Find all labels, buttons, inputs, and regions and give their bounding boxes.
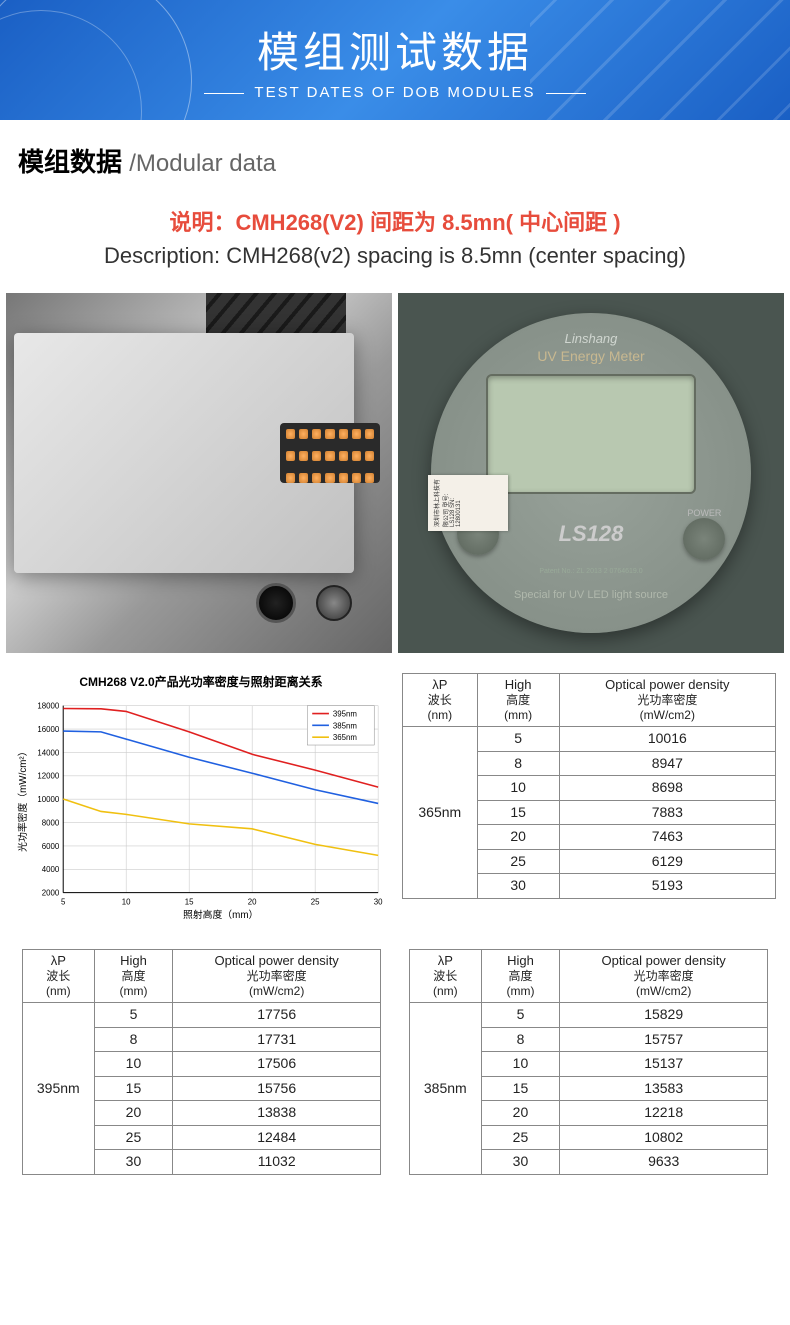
- svg-text:8000: 8000: [42, 818, 60, 827]
- meter-special-text: Special for UV LED light source: [514, 589, 668, 601]
- svg-text:14000: 14000: [37, 748, 59, 757]
- svg-text:5: 5: [61, 897, 66, 906]
- meter-power-label: POWER: [683, 508, 725, 518]
- banner-title: 模组测试数据: [257, 19, 533, 80]
- svg-text:15: 15: [185, 897, 194, 906]
- description-cn: 说明：CMH268(V2) 间距为 8.5mn( 中心间距 ): [0, 205, 790, 237]
- section-title-en: /Modular data: [129, 150, 276, 177]
- meter-patent: Patent No.: ZL 2013 2 0764619.0: [539, 568, 642, 575]
- svg-text:395nm: 395nm: [333, 709, 357, 718]
- svg-text:20: 20: [248, 897, 257, 906]
- svg-text:4000: 4000: [42, 865, 60, 874]
- svg-text:6000: 6000: [42, 842, 60, 851]
- svg-text:30: 30: [374, 897, 383, 906]
- section-title-cn: 模组数据: [18, 147, 122, 177]
- svg-text:照射高度（mm）: 照射高度（mm）: [183, 908, 258, 921]
- meter-uv-label: UV Energy Meter: [537, 348, 644, 364]
- svg-text:12000: 12000: [37, 772, 59, 781]
- banner-decoration: [530, 0, 790, 120]
- description-en: Description: CMH268(v2) spacing is 8.5mn…: [0, 243, 790, 269]
- chart-title: CMH268 V2.0产品光功率密度与照射距离关系: [14, 673, 388, 690]
- meter-brand: Linshang: [565, 331, 618, 346]
- page-banner: 模组测试数据 TEST DATES OF DOB MODULES: [0, 0, 790, 120]
- banner-subtitle: TEST DATES OF DOB MODULES: [254, 84, 535, 101]
- svg-text:18000: 18000: [37, 702, 59, 711]
- table-395nm: λP波长(nm) High高度(mm) Optical power densit…: [22, 949, 381, 1175]
- svg-text:385nm: 385nm: [333, 721, 357, 730]
- meter-screen: [486, 374, 696, 494]
- power-density-chart: CMH268 V2.0产品光功率密度与照射距离关系 2000 4000 6000 80…: [14, 673, 388, 929]
- meter-power-button: [683, 518, 725, 560]
- chart-svg: 2000 4000 6000 8000 10000 12000 14000 16000 1800…: [14, 694, 388, 924]
- table-365nm: λP波长(nm) High高度(mm) Optical power densit…: [402, 673, 776, 929]
- meter-photo: Linshang UV Energy Meter LS128 POWER Pat…: [398, 293, 784, 653]
- table-385nm: λP波长(nm) High高度(mm) Optical power densit…: [409, 949, 768, 1175]
- section-title: 模组数据 /Modular data: [18, 142, 790, 179]
- svg-text:光功率密度（mW/cm²）: 光功率密度（mW/cm²）: [16, 746, 29, 851]
- meter-sticker: 深圳市林上科技有限公司 型号: LS128 SN: 12800131: [428, 475, 508, 531]
- product-photos: Linshang UV Energy Meter LS128 POWER Pat…: [6, 293, 784, 653]
- device-photo: [6, 293, 392, 653]
- svg-text:365nm: 365nm: [333, 733, 357, 742]
- svg-text:10000: 10000: [37, 795, 59, 804]
- svg-text:10: 10: [122, 897, 131, 906]
- svg-text:16000: 16000: [37, 725, 59, 734]
- svg-text:2000: 2000: [42, 889, 60, 898]
- meter-model: LS128: [559, 521, 624, 547]
- svg-text:25: 25: [311, 897, 320, 906]
